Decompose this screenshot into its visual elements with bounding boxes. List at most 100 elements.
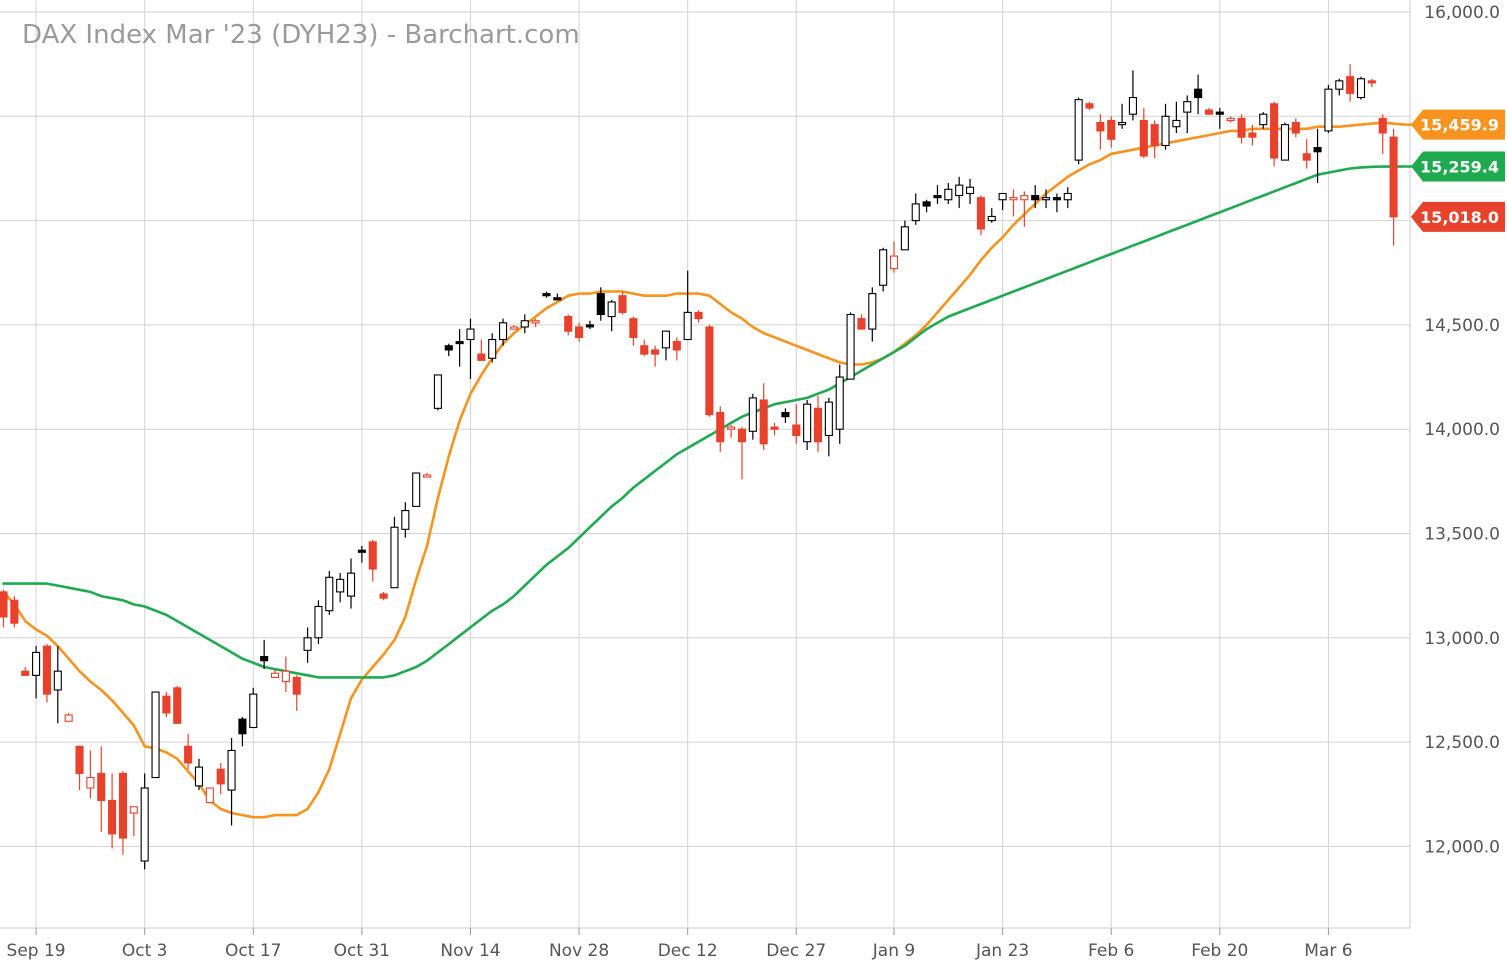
candle xyxy=(281,656,290,693)
candle-body xyxy=(976,197,985,230)
candle xyxy=(118,771,128,855)
candle xyxy=(716,406,725,453)
candle-body xyxy=(759,399,768,445)
candle-body xyxy=(1150,124,1159,147)
candle xyxy=(803,399,812,451)
candle xyxy=(346,558,356,609)
moving-average-fast-line xyxy=(2,121,1417,819)
candle-body xyxy=(727,426,736,430)
candle xyxy=(1335,78,1344,96)
candle xyxy=(835,364,844,444)
candle-body xyxy=(748,397,757,432)
candle-body xyxy=(346,572,356,597)
candle-body xyxy=(781,411,790,418)
candle-body xyxy=(466,328,475,341)
candle xyxy=(1020,191,1029,227)
candle-body xyxy=(661,330,671,349)
candle xyxy=(477,339,486,361)
candle xyxy=(596,287,605,321)
candle-body xyxy=(270,672,280,678)
candle xyxy=(651,345,660,367)
price-badge-label: 15,459.9 xyxy=(1420,116,1499,135)
candle-body xyxy=(1237,117,1246,138)
candle-body xyxy=(238,718,247,735)
candle xyxy=(1389,128,1398,246)
candle-body xyxy=(216,768,225,785)
grid-layer xyxy=(0,0,1411,929)
candle xyxy=(129,806,138,836)
candle-body xyxy=(1042,197,1051,201)
candle-body xyxy=(64,714,73,722)
candle-body xyxy=(1161,115,1170,147)
candle xyxy=(42,644,51,703)
candle-body xyxy=(205,787,214,804)
y-tick-label: 12,500.0 xyxy=(1424,733,1500,753)
candle-body xyxy=(292,676,301,695)
candle-body xyxy=(835,376,844,430)
x-tick-label: Dec 12 xyxy=(658,941,718,961)
price-badge-shape xyxy=(1411,201,1505,232)
candle xyxy=(933,185,942,204)
candle-body xyxy=(900,226,909,251)
candle xyxy=(857,314,866,330)
candle xyxy=(911,193,920,225)
candle-body xyxy=(151,691,160,779)
candle xyxy=(976,195,985,236)
x-tick-label: Nov 14 xyxy=(440,941,500,961)
candle-body xyxy=(1248,132,1257,138)
candle xyxy=(32,646,41,699)
candle xyxy=(792,404,801,444)
candle xyxy=(542,291,551,298)
candle-body xyxy=(1031,195,1040,201)
candle xyxy=(0,589,8,628)
candle-body xyxy=(1074,99,1083,161)
candle xyxy=(249,687,258,729)
x-tick-label: Dec 27 xyxy=(766,941,826,961)
y-tick-label: 14,500.0 xyxy=(1424,316,1500,336)
candle-body xyxy=(173,687,182,724)
candle xyxy=(390,516,399,589)
candle-body xyxy=(792,424,801,437)
price-badge-label: 15,018.0 xyxy=(1420,208,1499,227)
candle-body xyxy=(357,549,366,553)
candle-body xyxy=(965,186,975,195)
candle xyxy=(575,322,584,342)
candle-body xyxy=(737,428,747,443)
candle-body xyxy=(922,201,931,207)
candle-body xyxy=(1378,117,1387,134)
candle-body xyxy=(1291,122,1300,134)
candle-body xyxy=(770,426,779,430)
candle xyxy=(868,287,877,342)
candle xyxy=(368,539,377,582)
candle xyxy=(216,762,225,795)
candle xyxy=(781,408,790,423)
candle xyxy=(900,220,909,251)
candle-body xyxy=(1118,122,1127,126)
candle xyxy=(1280,122,1290,161)
candle-body xyxy=(944,188,953,201)
candle xyxy=(1346,64,1355,102)
candle-body xyxy=(422,474,432,478)
candle-body xyxy=(1324,88,1333,132)
candle xyxy=(422,473,432,478)
candle xyxy=(1150,120,1159,159)
y-tick-label: 14,000.0 xyxy=(1424,420,1500,440)
candle-body xyxy=(607,301,616,318)
candle xyxy=(151,691,160,779)
candle xyxy=(748,393,757,440)
candle-body xyxy=(433,374,442,409)
candle xyxy=(1183,95,1192,133)
candle xyxy=(1215,107,1224,129)
candle xyxy=(553,293,562,301)
price-badge: 15,018.0 xyxy=(1411,201,1505,232)
candle xyxy=(618,291,627,315)
x-tick-label: Oct 3 xyxy=(122,941,168,961)
candle-body xyxy=(325,576,334,612)
candle-body xyxy=(1346,76,1355,94)
candle-body xyxy=(379,593,388,599)
price-badge: 15,259.4 xyxy=(1411,151,1505,182)
candle xyxy=(1194,74,1203,115)
candle-body xyxy=(129,806,138,814)
candle-body xyxy=(184,745,193,764)
